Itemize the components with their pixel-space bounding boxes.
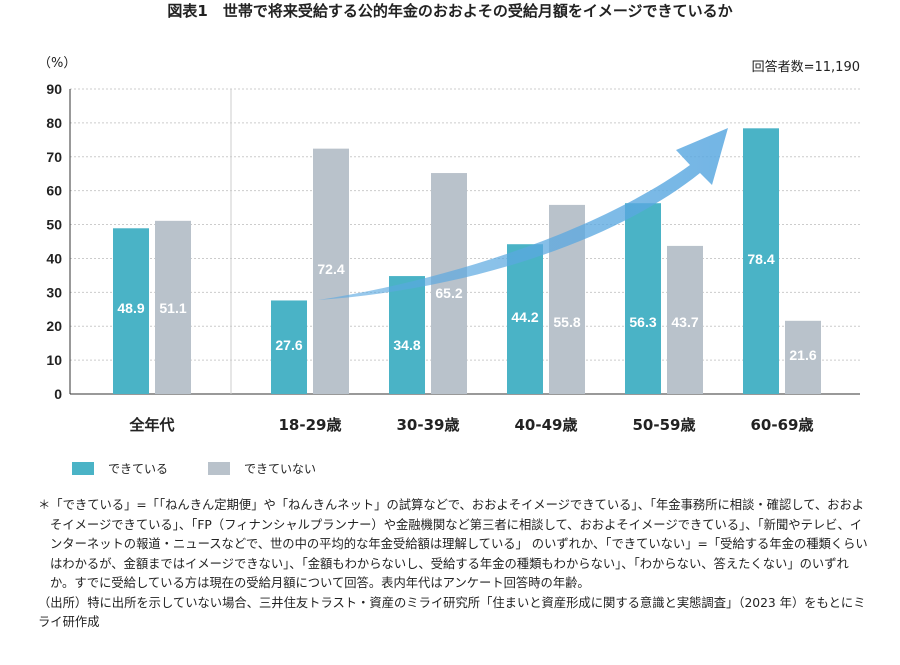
y-tick-label: 30: [46, 284, 62, 300]
y-tick-label: 10: [46, 352, 62, 368]
y-tick-label: 40: [46, 250, 62, 266]
x-tick-label: 50-59歳: [633, 416, 696, 434]
bar-cannot: [155, 220, 191, 394]
bar-can: [389, 276, 425, 394]
x-tick-label: 60-69歳: [751, 416, 814, 434]
data-label: 27.6: [275, 337, 302, 353]
y-tick-label: 70: [46, 149, 62, 165]
y-unit-label: （%）: [38, 56, 77, 71]
y-tick-label: 50: [46, 217, 62, 233]
bar-can: [743, 128, 779, 395]
legend-label: できている: [108, 462, 169, 476]
chart-title: 図表1 世帯で将来受給する公的年金のおおよその受給月額をイメージできているか: [167, 2, 733, 20]
definition-note: ＊「できている」=「「ねんきん定期便」や「ねんきんネット」の試算などで、おおよそ…: [38, 498, 868, 590]
legend-item-can: できている: [72, 460, 168, 477]
data-label: 43.7: [671, 314, 698, 330]
y-tick-label: 20: [46, 318, 62, 334]
data-label: 48.9: [117, 300, 144, 316]
data-label: 65.2: [435, 285, 462, 301]
bar-cannot: [785, 320, 821, 394]
y-tick-label: 90: [46, 81, 62, 97]
y-tick-label: 80: [46, 115, 62, 131]
legend-label: できていない: [244, 462, 317, 476]
data-label: 72.4: [317, 261, 344, 277]
bar-cannot: [667, 245, 703, 394]
bar-can: [625, 203, 661, 394]
legend-swatch: [72, 462, 94, 475]
data-label: 78.4: [747, 251, 774, 267]
data-label: 55.8: [553, 314, 580, 330]
respondent-count: 回答者数=11,190: [751, 60, 860, 75]
x-tick-label: 40-49歳: [515, 416, 578, 434]
bar-cannot: [313, 148, 349, 394]
bar-can: [271, 300, 307, 394]
data-label: 34.8: [393, 337, 420, 353]
bar-can: [507, 244, 543, 394]
x-tick-label: 30-39歳: [397, 416, 460, 434]
footnotes: ＊「できている」=「「ねんきん定期便」や「ねんきんネット」の試算などで、おおよそ…: [38, 496, 868, 633]
x-tick-label: 18-29歳: [279, 416, 342, 434]
data-label: 21.6: [789, 347, 816, 363]
x-tick-label: 全年代: [128, 416, 174, 434]
bar-chart: 0 10 20 30 40 50 60 70 80 90 48.9 51.1 全年代 27.6 72.4 18…: [46, 81, 860, 434]
legend: できている できていない: [72, 460, 316, 477]
data-label: 44.2: [511, 309, 538, 325]
legend-swatch: [208, 462, 231, 475]
legend-item-cannot: できていない: [208, 460, 316, 477]
data-label: 51.1: [159, 300, 186, 316]
bar-can: [113, 228, 149, 394]
y-tick-label: 60: [46, 183, 62, 199]
data-label: 56.3: [629, 314, 656, 330]
y-tick-label: 0: [54, 386, 62, 402]
source-note: （出所）特に出所を示していない場合、三井住友トラスト・資産のミライ研究所「住まい…: [38, 595, 866, 630]
